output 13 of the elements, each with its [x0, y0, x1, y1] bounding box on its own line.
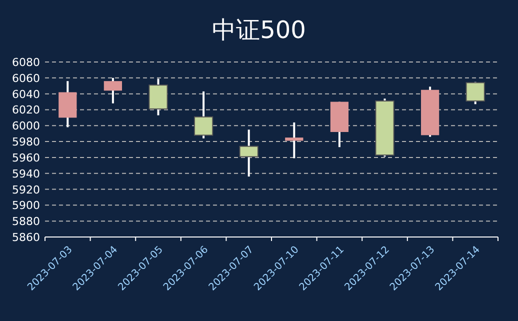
y-tick-label: 5980	[12, 136, 40, 149]
y-tick-label: 5860	[12, 231, 40, 244]
y-tick-label: 6000	[12, 120, 40, 133]
y-tick-label: 5960	[12, 151, 40, 164]
y-tick-label: 6020	[12, 104, 40, 117]
y-tick-label: 5940	[12, 167, 40, 180]
y-tick-label: 5900	[12, 199, 40, 212]
y-tick-label: 5920	[12, 183, 40, 196]
y-tick-label: 6080	[12, 56, 40, 69]
chart-title: 中证500	[212, 16, 306, 44]
y-tick-label: 6040	[12, 88, 40, 101]
y-tick-label: 5880	[12, 215, 40, 228]
y-tick-label: 6060	[12, 72, 40, 85]
